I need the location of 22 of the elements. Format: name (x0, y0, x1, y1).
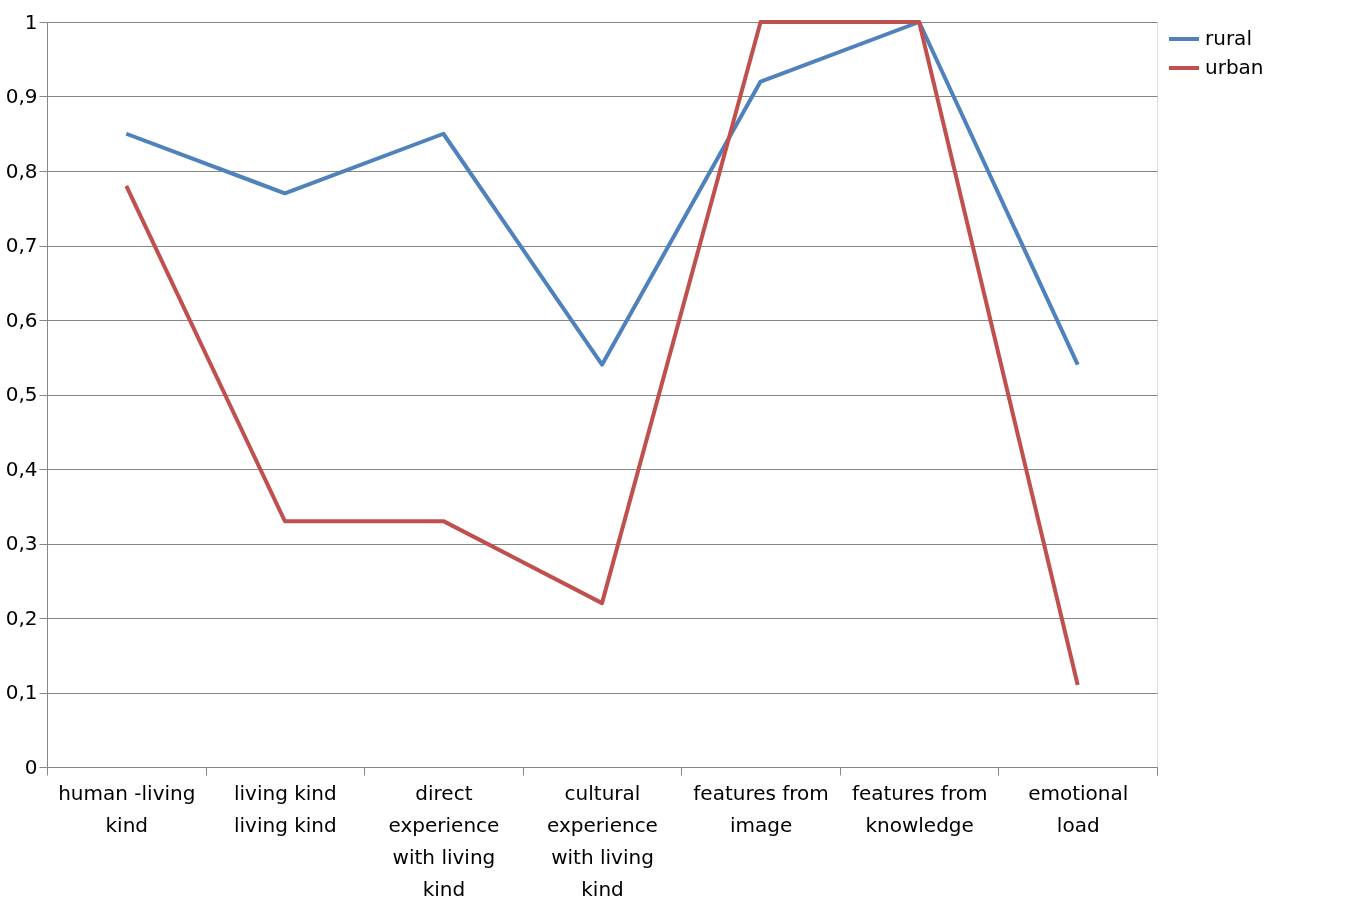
x-tick-label: living kind living kind (233, 780, 337, 837)
y-tick-label: 0,5 (5, 382, 38, 406)
y-tick-label: 0,1 (5, 680, 38, 704)
x-tick-label: emotional load (1028, 780, 1129, 837)
y-tick-label: 0,4 (5, 456, 38, 481)
x-tick-label: direct experience with living kind (388, 780, 500, 901)
y-tick-label: 0,9 (5, 84, 38, 108)
legend-label: rural (1205, 26, 1252, 50)
x-tick-label: features from knowledge (851, 780, 988, 837)
y-tick-label: 0,2 (5, 605, 38, 630)
legend-label: urban (1205, 55, 1264, 79)
x-tick-label: cultural experience with living kind (547, 780, 658, 901)
line-series (124, 20, 1080, 367)
y-tick-label: 1 (24, 9, 38, 34)
y-tick-label: 0,6 (5, 307, 38, 332)
y-tick-label: 0,7 (5, 233, 38, 257)
line-series (124, 20, 1080, 688)
y-tick-label: 0,8 (5, 158, 38, 183)
x-tick-label: human -living kind (58, 780, 196, 837)
y-tick-label: 0,3 (5, 531, 38, 555)
x-tick-label: features from image (693, 780, 829, 837)
y-tick-label: 0 (24, 754, 38, 779)
